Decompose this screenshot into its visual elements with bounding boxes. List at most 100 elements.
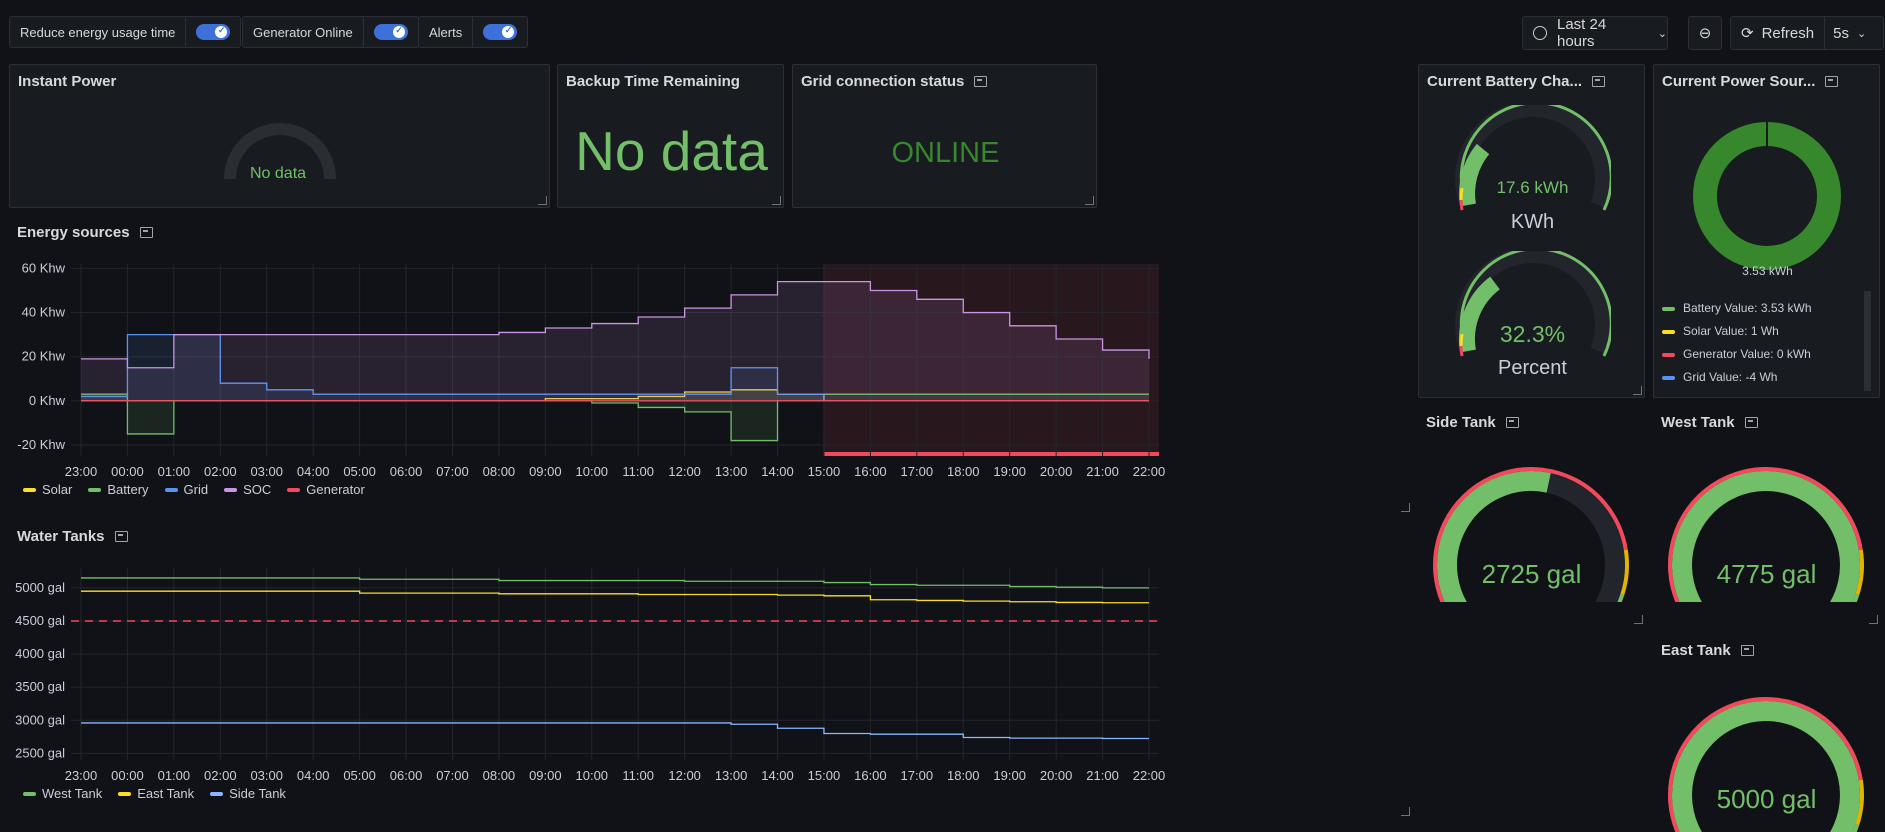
resize-handle[interactable]: [1085, 196, 1094, 205]
description-icon[interactable]: [1505, 417, 1519, 428]
threshold-arc: [1852, 824, 1860, 832]
legend-item[interactable]: Battery: [88, 482, 149, 497]
x-tick-label: 03:00: [250, 464, 283, 479]
legend-item[interactable]: East Tank: [118, 786, 194, 801]
threshold-arc: [1808, 707, 1863, 781]
toggle-switch[interactable]: ✓: [373, 24, 408, 40]
battery-kwh-value: 17.6 kWh: [1496, 178, 1569, 197]
toggle-reduce-energy[interactable]: Reduce energy usage time ✓: [9, 16, 242, 48]
x-tick-label: 10:00: [576, 464, 609, 479]
resize-handle[interactable]: [772, 196, 781, 205]
refresh-interval[interactable]: 5s: [1833, 24, 1849, 42]
x-tick-label: 07:00: [436, 464, 469, 479]
toggle-label: Reduce energy usage time: [10, 17, 187, 47]
energy-chart[interactable]: 23:00 00:00 01:00 02:00 03:00 04:00 05:00 06:00…: [9, 256, 1412, 516]
y-tick-label: 3500 gal: [15, 679, 65, 694]
legend-swatch: [88, 487, 102, 492]
legend-label: Grid Value: -4 Wh: [1683, 370, 1778, 384]
battery-percent-value: 32.3%: [1499, 321, 1566, 347]
threshold-arc: [1852, 594, 1860, 602]
legend-item[interactable]: SOC: [224, 482, 271, 497]
description-icon[interactable]: [974, 76, 988, 87]
battery-kwh-gauge: [1455, 105, 1611, 211]
x-tick-label: 04:00: [297, 768, 330, 783]
description-icon[interactable]: [1740, 645, 1754, 656]
x-tick-label: 22:00: [1133, 464, 1166, 479]
x-tick-label: 03:00: [250, 768, 283, 783]
x-tick-label: 00:00: [111, 768, 144, 783]
legend-item[interactable]: Grid: [164, 482, 208, 497]
panel-side-tank: Side Tank 2725 gal: [1418, 406, 1645, 626]
zoom-out-icon: ⊖: [1698, 25, 1712, 42]
panel-east-tank: East Tank 5000 gal: [1653, 634, 1880, 832]
toggle-switch[interactable]: ✓: [483, 24, 518, 40]
power-source-item[interactable]: Battery Value: 3.53 kWh: [1662, 297, 1812, 320]
series-area: [81, 394, 1149, 441]
panel-title: East Tank: [1661, 642, 1731, 659]
y-tick-label: 4500 gal: [15, 613, 65, 628]
legend-item[interactable]: Side Tank: [210, 786, 286, 801]
description-icon[interactable]: [1744, 417, 1758, 428]
resize-handle[interactable]: [538, 196, 547, 205]
gauge-fill: [1437, 471, 1551, 602]
x-tick-label: 13:00: [715, 464, 748, 479]
toggle-label: Generator Online: [243, 17, 364, 47]
threshold-arc: [1855, 549, 1864, 596]
threshold-arc: [1617, 594, 1625, 602]
power-source-center: 3.53 kWh: [1742, 264, 1793, 278]
legend-label: SOC: [243, 482, 272, 497]
legend-item[interactable]: Solar: [23, 482, 72, 497]
battery-percent-gauge: [1455, 251, 1611, 357]
legend-scrollbar[interactable]: [1864, 291, 1871, 391]
resize-handle[interactable]: [1869, 615, 1878, 624]
x-tick-label: 23:00: [65, 464, 98, 479]
resize-handle[interactable]: [1633, 386, 1642, 395]
refresh-button[interactable]: Refresh: [1762, 17, 1826, 49]
power-source-item[interactable]: Grid Value: -4 Wh: [1662, 366, 1812, 389]
water-legend: West Tank East Tank Side Tank: [23, 786, 286, 801]
legend-swatch: [1662, 352, 1675, 357]
legend-item[interactable]: West Tank: [23, 786, 102, 801]
threshold-arc: [1808, 477, 1863, 551]
resize-handle[interactable]: [1401, 503, 1410, 512]
chevron-down-icon: ⌄: [1657, 27, 1667, 40]
x-tick-label: 09:00: [529, 464, 562, 479]
panel-title: Energy sources: [17, 224, 130, 241]
legend-swatch: [287, 487, 301, 492]
east-tank-value: 5000 gal: [1716, 784, 1817, 814]
x-tick-label: 08:00: [483, 464, 516, 479]
resize-handle[interactable]: [1401, 807, 1410, 816]
zoom-out-button[interactable]: ⊖: [1688, 16, 1722, 50]
legend-swatch: [23, 487, 36, 492]
toggle-alerts[interactable]: Alerts ✓: [418, 16, 529, 48]
time-range-picker[interactable]: Last 24 hours ⌄: [1522, 16, 1668, 50]
power-source-item[interactable]: Generator Value: 0 kWh: [1662, 343, 1812, 366]
legend-label: Generator Value: 0 kWh: [1683, 347, 1811, 361]
west-tank-value: 4775 gal: [1716, 559, 1817, 589]
x-tick-label: 18:00: [947, 768, 980, 783]
y-tick-label: 20 Khw: [22, 349, 66, 364]
refresh-control[interactable]: ⟳ Refresh 5s ⌄: [1730, 16, 1884, 50]
resize-handle[interactable]: [1634, 615, 1643, 624]
panel-title-row: East Tank: [1661, 642, 1754, 659]
description-icon[interactable]: [139, 227, 153, 238]
description-icon[interactable]: [1592, 76, 1606, 87]
water-chart[interactable]: 23:00 00:00 01:00 02:00 03:00 04:00 05:00 06:00…: [9, 560, 1412, 820]
legend-item[interactable]: Generator: [287, 482, 365, 497]
x-tick-label: 02:00: [204, 768, 237, 783]
x-tick-label: 19:00: [993, 464, 1026, 479]
description-icon[interactable]: [114, 531, 128, 542]
power-source-item[interactable]: Solar Value: 1 Wh: [1662, 320, 1812, 343]
toggle-switch[interactable]: ✓: [196, 24, 231, 40]
x-tick-label: 01:00: [158, 464, 191, 479]
power-source-donut[interactable]: [1692, 121, 1842, 271]
threshold-arc: [1668, 697, 1811, 832]
toggle-generator-online[interactable]: Generator Online ✓: [242, 16, 419, 48]
y-tick-label: 3000 gal: [15, 712, 65, 727]
time-region: [823, 264, 1159, 456]
battery-percent-unit: Percent: [1498, 357, 1567, 379]
panel-title: Grid connection status: [801, 73, 965, 90]
x-tick-label: 16:00: [854, 464, 887, 479]
description-icon[interactable]: [1825, 76, 1839, 87]
energy-legend: Solar Battery Grid SOC Generator: [23, 482, 365, 497]
